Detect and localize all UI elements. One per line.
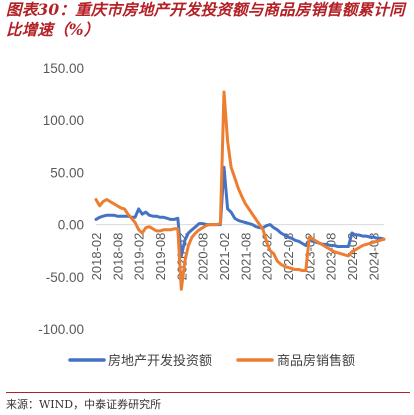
legend-label-sales: 商品房销售额: [277, 353, 355, 369]
y-tick-label: 100.00: [43, 113, 84, 128]
y-tick-label: 0.00: [58, 218, 84, 233]
chart: 150.00 100.00 50.00 0.00 -50.00 -100.00 2018-…: [38, 61, 386, 369]
source-divider: [6, 392, 410, 393]
investment-series-line: [94, 165, 386, 258]
legend: 房地产开发投资额 商品房销售额: [68, 353, 355, 369]
y-tick-label: 50.00: [50, 165, 84, 180]
legend-label-investment: 房地产开发投资额: [108, 353, 212, 369]
sales-series-line: [94, 90, 386, 291]
x-tick-label: 2021-08: [238, 233, 253, 281]
x-tick-label: 2019-02: [132, 233, 147, 281]
figure-title: 图表30：重庆市房地产开发投资额与商品房销售额累计同比增速（%）: [6, 0, 405, 39]
y-tick-label: -100.00: [38, 322, 84, 337]
y-tick-label: -50.00: [46, 270, 84, 285]
x-tick-label: 2021-02: [217, 233, 232, 281]
x-axis-ticks: 2018-02 2018-08 2019-02 2019-08 2020-02 2020-…: [89, 233, 381, 281]
x-tick-label: 2023-08: [324, 233, 339, 281]
x-tick-label: 2020-08: [196, 233, 211, 281]
x-tick-label: 2019-08: [153, 233, 168, 281]
legend-item-sales: 商品房销售额: [236, 353, 355, 369]
y-axis-ticks: 150.00 100.00 50.00 0.00 -50.00 -100.00: [38, 61, 84, 337]
legend-item-investment: 房地产开发投资额: [68, 353, 212, 369]
x-tick-label: 2018-08: [110, 233, 125, 281]
x-tick-label: 2022-02: [260, 233, 275, 281]
series-lines: [94, 90, 386, 291]
source-note: 来源：WIND，中泰证券研究所: [6, 398, 162, 411]
x-tick-label: 2018-02: [89, 233, 104, 281]
y-tick-label: 150.00: [43, 61, 84, 76]
